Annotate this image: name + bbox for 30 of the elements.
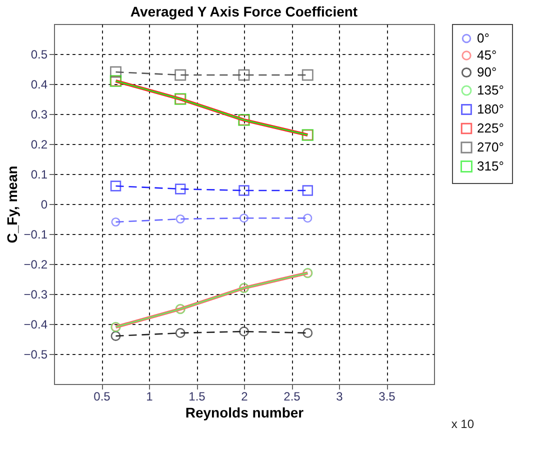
y-tick-label: −0.1 — [24, 228, 48, 242]
legend-label: 135° — [477, 82, 504, 98]
legend-label: 315° — [477, 158, 504, 174]
y-tick-label: −0.2 — [24, 258, 48, 272]
legend-label: 45° — [477, 48, 497, 62]
y-tick-label: −0.4 — [24, 318, 48, 332]
y-tick-label: −0.3 — [24, 288, 48, 302]
x-tick-label: 3 — [336, 390, 344, 404]
legend-label: 225° — [477, 120, 504, 136]
y-tick-label: 0.5 — [30, 48, 48, 62]
y-tick-label: 0.3 — [30, 108, 48, 122]
chart-title: Averaged Y Axis Force Coefficient — [130, 4, 358, 20]
x-axis-title: Reynolds number — [185, 404, 304, 420]
y-tick-label: 0 — [40, 198, 48, 212]
y-tick-label: 0.2 — [30, 138, 48, 152]
x-tick-label: 2 — [241, 390, 248, 404]
y-axis-title: C_Fy, mean — [4, 166, 20, 244]
legend-label: 180° — [477, 102, 504, 116]
x-tick-label: 3.5 — [378, 390, 396, 404]
legend-label: 90° — [477, 64, 497, 80]
x-tick-label: 1.5 — [188, 390, 206, 404]
x-tick-label: 0.5 — [94, 390, 111, 404]
y-tick-label: −0.5 — [24, 348, 48, 362]
x-tick-label: 1 — [146, 390, 154, 404]
text: x 10 — [451, 417, 474, 431]
x-tick-label: 2.5 — [284, 390, 301, 404]
legend-label: 0° — [477, 30, 490, 46]
legend-label: 270° — [477, 140, 504, 154]
y-tick-label: 0.1 — [30, 168, 48, 182]
y-tick-label: 0.4 — [30, 78, 48, 92]
